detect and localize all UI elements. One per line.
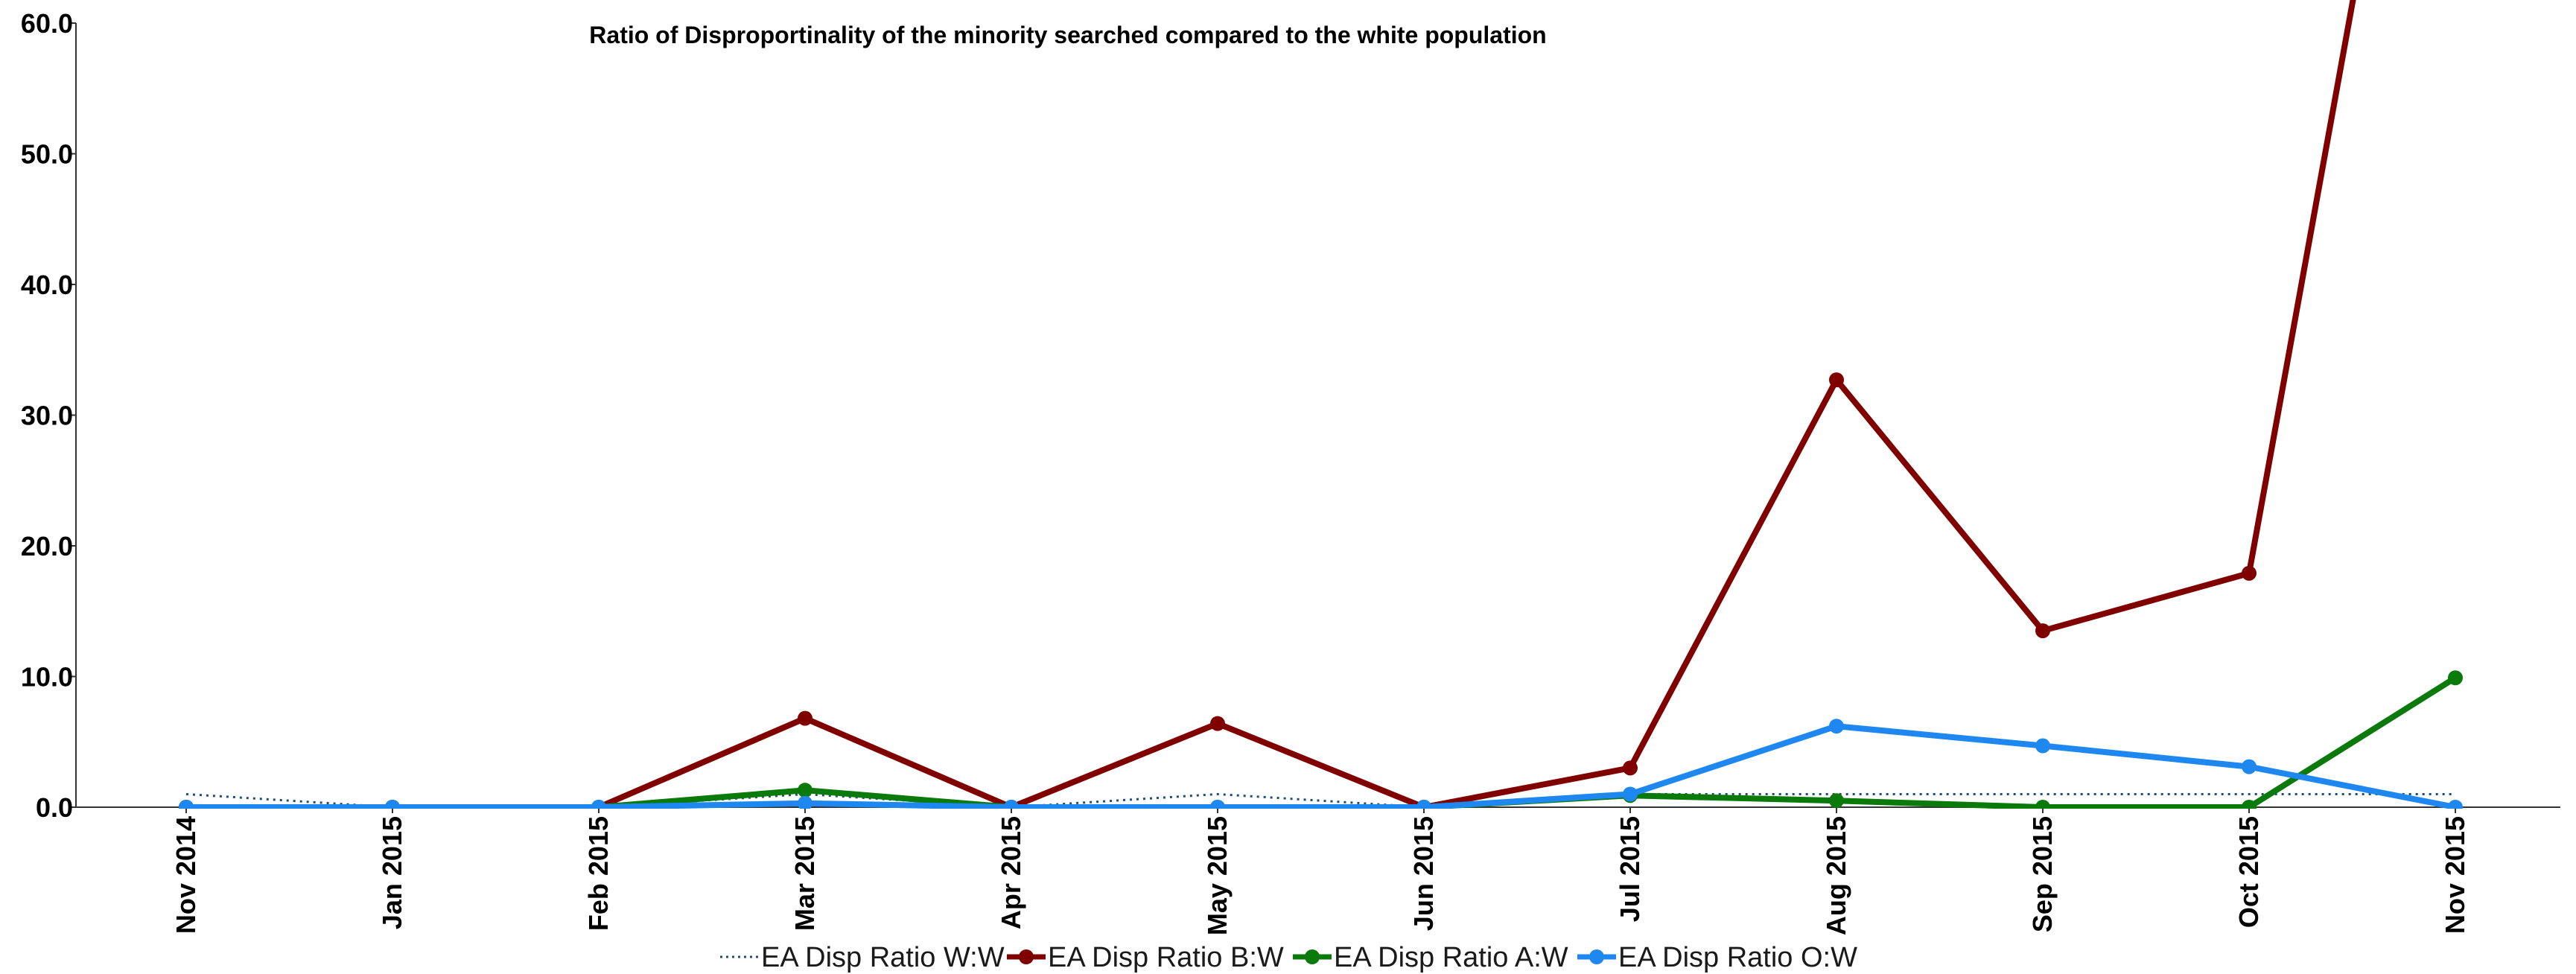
x-tick-label: Aug 2015 [1821, 816, 1851, 935]
y-tick-label: 60.0 [21, 8, 73, 39]
data-point [2035, 800, 2050, 809]
data-point [1829, 719, 1844, 734]
data-point [1210, 800, 1225, 809]
y-tick-label: 30.0 [21, 401, 73, 431]
legend-marker [1589, 949, 1604, 964]
legend-marker [1305, 949, 1320, 964]
legend-item: EA Disp Ratio A:W [1293, 942, 1568, 973]
x-tick-label: Sep 2015 [2027, 816, 2058, 932]
axes: 0.0 10.0 20.0 30.0 40.0 50.0 60.0 Nov 2014 Jan 2… [21, 8, 2560, 935]
data-point [798, 795, 812, 809]
legend-item: EA Disp Ratio W:W [720, 942, 1005, 973]
data-point [2448, 670, 2463, 686]
series-layer [179, 0, 2463, 809]
data-point [798, 783, 812, 798]
data-point [2242, 565, 2257, 581]
x-tick-label: Nov 2015 [2440, 816, 2470, 934]
legend-label: EA Disp Ratio O:W [1618, 942, 1857, 973]
data-point [591, 800, 606, 809]
data-point [385, 800, 400, 809]
y-tick-label: 10.0 [21, 662, 73, 693]
series-line [183, 723, 2458, 809]
data-point [1829, 793, 1844, 809]
x-tick-label: Feb 2015 [583, 816, 614, 931]
data-point [2242, 800, 2257, 809]
data-point [2035, 738, 2050, 754]
data-point [1416, 800, 1431, 809]
y-tick-label: 50.0 [21, 139, 73, 170]
y-tick-label: 40.0 [21, 270, 73, 300]
legend-label: EA Disp Ratio A:W [1334, 942, 1568, 973]
data-point [798, 710, 812, 726]
legend-item: EA Disp Ratio B:W [1007, 942, 1284, 973]
data-point [2448, 800, 2463, 809]
data-point [2242, 759, 2257, 774]
data-point [1210, 716, 1225, 731]
y-tick-label: 20.0 [21, 531, 73, 561]
x-tick-label: Apr 2015 [996, 816, 1026, 929]
data-point [2035, 623, 2050, 639]
x-tick-label: Jan 2015 [377, 816, 407, 929]
x-tick-label: May 2015 [1202, 816, 1233, 935]
legend-item: EA Disp Ratio O:W [1577, 942, 1857, 973]
x-tick-label: Nov 2014 [171, 816, 201, 934]
data-point [179, 800, 194, 809]
data-point [1829, 372, 1844, 388]
y-tick-label: 0.0 [36, 792, 73, 823]
data-point [1623, 786, 1638, 802]
legend: EA Disp Ratio W:W EA Disp Ratio B:W EA Dis… [720, 942, 1857, 973]
data-point [1004, 800, 1019, 809]
x-tick-label: Jun 2015 [1408, 816, 1439, 931]
legend-label: EA Disp Ratio W:W [761, 942, 1005, 973]
chart-title: Ratio of Disproportinality of the minori… [589, 22, 1546, 48]
series-4 [179, 719, 2463, 809]
x-tick-label: Oct 2015 [2233, 816, 2264, 928]
x-tick-label: Mar 2015 [789, 816, 820, 931]
x-tick-label: Jul 2015 [1615, 816, 1645, 922]
data-point [1623, 760, 1638, 776]
legend-label: EA Disp Ratio B:W [1048, 942, 1284, 973]
legend-marker [1019, 949, 1034, 964]
